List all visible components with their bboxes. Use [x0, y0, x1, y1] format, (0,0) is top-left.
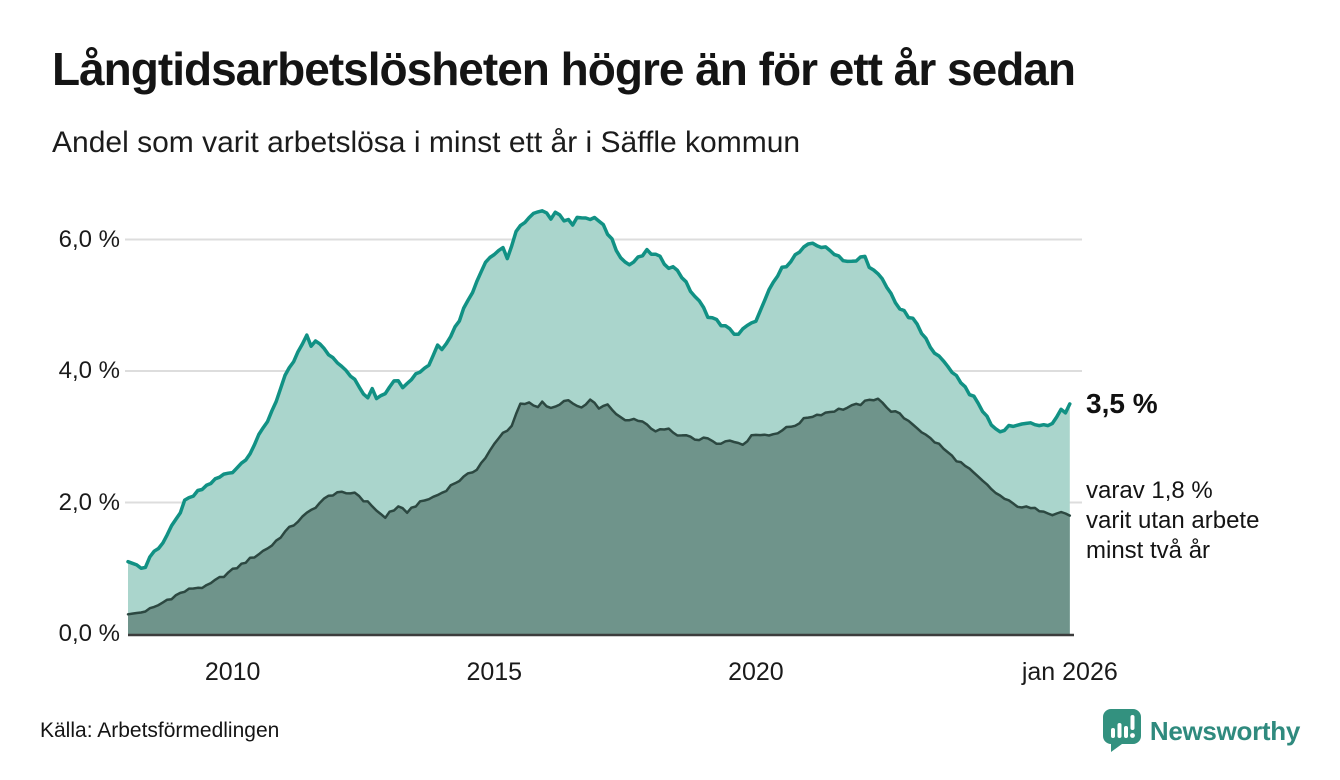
page-title: Långtidsarbetslösheten högre än för ett … [52, 43, 1076, 95]
page-subtitle: Andel som varit arbetslösa i minst ett å… [52, 126, 801, 159]
y-tick-label: 6,0 % [58, 225, 120, 253]
brand-logo: Newsworthy [1102, 708, 1300, 754]
x-tick-label: 2010 [204, 658, 261, 686]
x-tick-label: jan 2026 [1021, 658, 1118, 686]
y-tick-label: 2,0 % [58, 488, 120, 516]
x-tick-label: 2015 [466, 658, 523, 686]
secondary-annotation: varav 1,8 % varit utan arbete minst två … [1086, 476, 1259, 566]
brand-name: Newsworthy [1149, 715, 1300, 746]
secondary-annotation-line1: varav 1,8 % [1086, 477, 1213, 504]
latest-value-label: 3,5 % [1086, 388, 1158, 419]
y-tick-label: 4,0 % [58, 357, 120, 384]
secondary-annotation-line2: varit utan arbete [1086, 507, 1260, 534]
newsworthy-icon [1102, 709, 1141, 752]
y-tick-label: 0,0 % [58, 620, 120, 647]
line-one-year [126, 209, 1072, 571]
secondary-annotation-line3: minst två år [1086, 537, 1211, 564]
x-tick-label: 2020 [728, 658, 784, 686]
line-two-years [126, 397, 1072, 616]
area-two-years [128, 398, 1070, 634]
source-note: Källa: Arbetsförmedlingen [40, 719, 280, 742]
